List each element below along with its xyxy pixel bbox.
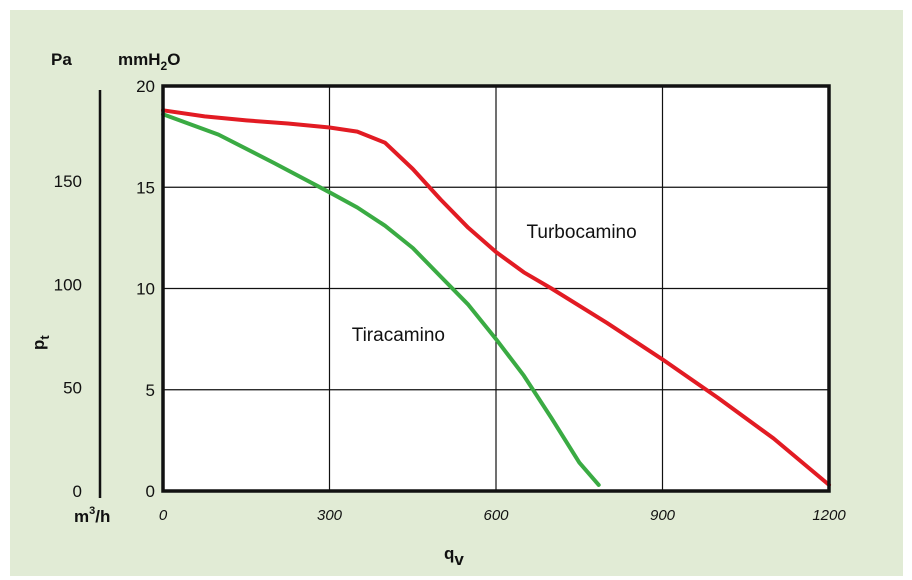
x-tick-label: 600 (483, 507, 509, 524)
x-tick-label: 1200 (812, 507, 846, 524)
mmh2o-unit-label: mmH2O (118, 50, 180, 73)
x-tick-label: 300 (317, 507, 343, 524)
pt-axis-label: pt (29, 335, 52, 350)
pa-tick-label: 100 (54, 275, 82, 294)
tick-labels: 0 5 10 15 20 0 50 100 150 0 300 600 900 1200 (54, 77, 847, 524)
pa-tick-label: 150 (54, 172, 82, 191)
curve-tiracamino (161, 112, 601, 487)
mmh2o-tick-label: 5 (146, 381, 155, 400)
pa-tick-label: 50 (63, 379, 82, 398)
mmh2o-tick-label: 15 (136, 178, 155, 197)
mmh2o-tick-label: 0 (146, 482, 155, 501)
chart-panel: Turbocamino Tiracamino 0 5 10 15 20 0 50 100 150 0… (10, 10, 903, 576)
qv-axis-label: qv (444, 544, 464, 569)
curve-label-tiracamino: Tiracamino (352, 325, 445, 346)
curve-label-turbocamino: Turbocamino (527, 222, 637, 243)
pa-unit-label: Pa (51, 50, 72, 69)
curve-turbocamino (161, 108, 831, 487)
x-tick-label: 0 (159, 507, 168, 524)
m3h-unit-label: m3/h (74, 505, 110, 526)
plot-frame (161, 84, 831, 493)
grid (163, 86, 829, 491)
pa-tick-label: 0 (73, 482, 82, 501)
mmh2o-tick-label: 10 (136, 280, 155, 299)
x-tick-label: 900 (650, 507, 676, 524)
mmh2o-tick-label: 20 (136, 77, 155, 96)
curves: Turbocamino Tiracamino (161, 108, 831, 487)
